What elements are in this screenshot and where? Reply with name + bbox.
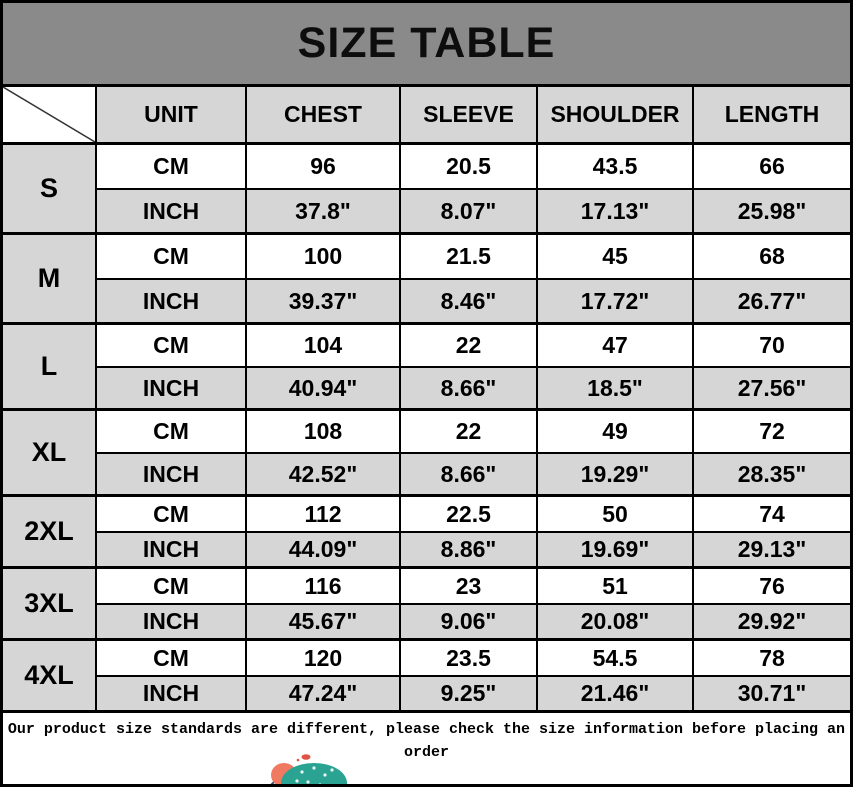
value-chest-inch: 47.24" bbox=[247, 677, 401, 713]
value-shoulder-cm: 50 bbox=[538, 497, 694, 533]
value-sleeve-inch: 9.25" bbox=[401, 677, 538, 713]
value-length-inch: 30.71" bbox=[694, 677, 850, 713]
value-sleeve-inch: 9.06" bbox=[401, 605, 538, 641]
corner-diagonal-cell bbox=[3, 87, 97, 145]
value-length-cm: 66 bbox=[694, 145, 850, 190]
value-chest-inch: 39.37" bbox=[247, 280, 401, 325]
value-chest-cm: 100 bbox=[247, 235, 401, 280]
unit-label-inch: INCH bbox=[97, 677, 247, 713]
unit-label-inch: INCH bbox=[97, 190, 247, 235]
value-chest-inch: 44.09" bbox=[247, 533, 401, 569]
value-shoulder-inch: 17.13" bbox=[538, 190, 694, 235]
value-length-cm: 68 bbox=[694, 235, 850, 280]
size-label: 2XL bbox=[3, 497, 97, 569]
value-chest-cm: 112 bbox=[247, 497, 401, 533]
value-chest-inch: 40.94" bbox=[247, 368, 401, 411]
unit-label-cm: CM bbox=[97, 411, 247, 454]
unit-label-cm: CM bbox=[97, 569, 247, 605]
value-shoulder-cm: 49 bbox=[538, 411, 694, 454]
value-shoulder-cm: 51 bbox=[538, 569, 694, 605]
unit-label-cm: CM bbox=[97, 497, 247, 533]
value-sleeve-cm: 22.5 bbox=[401, 497, 538, 533]
unit-label-inch: INCH bbox=[97, 533, 247, 569]
value-shoulder-inch: 21.46" bbox=[538, 677, 694, 713]
value-sleeve-cm: 20.5 bbox=[401, 145, 538, 190]
value-length-cm: 76 bbox=[694, 569, 850, 605]
value-chest-inch: 45.67" bbox=[247, 605, 401, 641]
value-length-cm: 72 bbox=[694, 411, 850, 454]
value-sleeve-cm: 23.5 bbox=[401, 641, 538, 677]
value-sleeve-inch: 8.66" bbox=[401, 368, 538, 411]
unit-label-inch: INCH bbox=[97, 368, 247, 411]
value-sleeve-inch: 8.66" bbox=[401, 454, 538, 497]
value-length-cm: 78 bbox=[694, 641, 850, 677]
footer-note: Our product size standards are different… bbox=[7, 721, 846, 761]
value-sleeve-inch: 8.46" bbox=[401, 280, 538, 325]
column-header-length: LENGTH bbox=[694, 87, 850, 145]
column-header-unit: UNIT bbox=[97, 87, 247, 145]
value-shoulder-cm: 54.5 bbox=[538, 641, 694, 677]
value-length-inch: 29.92" bbox=[694, 605, 850, 641]
column-header-sleeve: SLEEVE bbox=[401, 87, 538, 145]
value-sleeve-cm: 23 bbox=[401, 569, 538, 605]
column-header-chest: CHEST bbox=[247, 87, 401, 145]
value-sleeve-cm: 21.5 bbox=[401, 235, 538, 280]
value-chest-inch: 37.8" bbox=[247, 190, 401, 235]
value-length-inch: 29.13" bbox=[694, 533, 850, 569]
value-shoulder-inch: 18.5" bbox=[538, 368, 694, 411]
size-label: M bbox=[3, 235, 97, 325]
unit-label-inch: INCH bbox=[97, 605, 247, 641]
value-shoulder-inch: 17.72" bbox=[538, 280, 694, 325]
diagonal-line bbox=[3, 87, 95, 142]
value-length-cm: 74 bbox=[694, 497, 850, 533]
page-title: SIZE TABLE bbox=[297, 19, 556, 67]
size-label: 4XL bbox=[3, 641, 97, 713]
value-chest-cm: 116 bbox=[247, 569, 401, 605]
value-chest-inch: 42.52" bbox=[247, 454, 401, 497]
size-table: UNIT CHEST SLEEVE SHOULDER LENGTH S CM 9… bbox=[3, 87, 850, 713]
unit-label-inch: INCH bbox=[97, 454, 247, 497]
value-length-cm: 70 bbox=[694, 325, 850, 368]
value-chest-cm: 96 bbox=[247, 145, 401, 190]
value-length-inch: 27.56" bbox=[694, 368, 850, 411]
value-shoulder-cm: 47 bbox=[538, 325, 694, 368]
value-shoulder-inch: 19.29" bbox=[538, 454, 694, 497]
value-chest-cm: 120 bbox=[247, 641, 401, 677]
size-label: L bbox=[3, 325, 97, 411]
value-shoulder-inch: 20.08" bbox=[538, 605, 694, 641]
unit-label-inch: INCH bbox=[97, 280, 247, 325]
unit-label-cm: CM bbox=[97, 325, 247, 368]
value-shoulder-inch: 19.69" bbox=[538, 533, 694, 569]
value-chest-cm: 108 bbox=[247, 411, 401, 454]
value-sleeve-inch: 8.07" bbox=[401, 190, 538, 235]
value-shoulder-cm: 45 bbox=[538, 235, 694, 280]
value-length-inch: 28.35" bbox=[694, 454, 850, 497]
unit-label-cm: CM bbox=[97, 235, 247, 280]
size-label: S bbox=[3, 145, 97, 235]
value-length-inch: 25.98" bbox=[694, 190, 850, 235]
unit-label-cm: CM bbox=[97, 145, 247, 190]
size-label: 3XL bbox=[3, 569, 97, 641]
size-label: XL bbox=[3, 411, 97, 497]
column-header-shoulder: SHOULDER bbox=[538, 87, 694, 145]
value-sleeve-inch: 8.86" bbox=[401, 533, 538, 569]
value-chest-cm: 104 bbox=[247, 325, 401, 368]
value-sleeve-cm: 22 bbox=[401, 325, 538, 368]
value-shoulder-cm: 43.5 bbox=[538, 145, 694, 190]
title-bar: SIZE TABLE bbox=[3, 3, 850, 87]
unit-label-cm: CM bbox=[97, 641, 247, 677]
value-sleeve-cm: 22 bbox=[401, 411, 538, 454]
value-length-inch: 26.77" bbox=[694, 280, 850, 325]
